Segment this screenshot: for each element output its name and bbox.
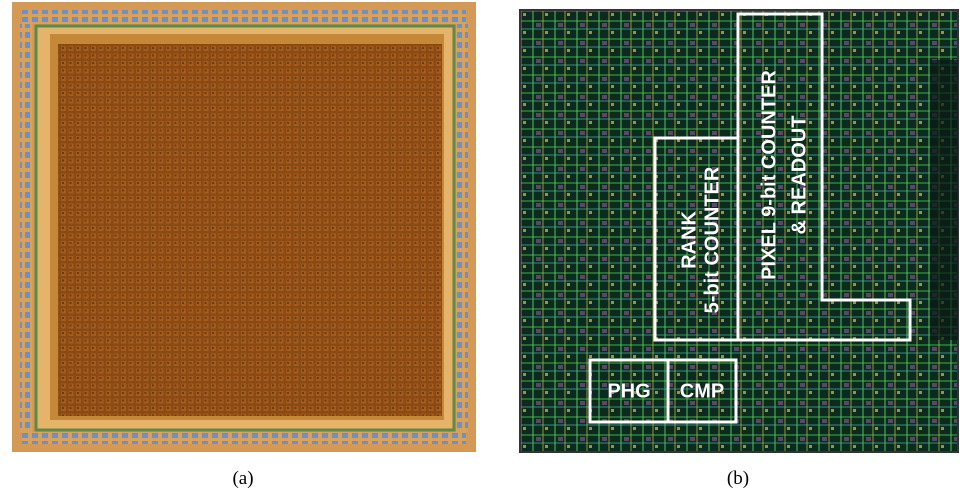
- layout-image: RANK 5-bit COUNTER PIXEL 9-bit COUNTER &…: [519, 9, 959, 453]
- label: 5-bit COUNTER: [701, 166, 723, 313]
- label: PIXEL 9-bit COUNTER: [758, 70, 780, 280]
- label: & READOUT: [788, 116, 810, 235]
- label: RANK: [678, 211, 700, 269]
- caption: (a): [232, 468, 253, 489]
- label: CMP: [680, 380, 724, 402]
- block-outline: [588, 358, 738, 424]
- region-outline: [653, 12, 912, 342]
- chip-photo: [12, 2, 476, 452]
- label: PHG: [607, 380, 650, 402]
- caption: (b): [727, 468, 749, 489]
